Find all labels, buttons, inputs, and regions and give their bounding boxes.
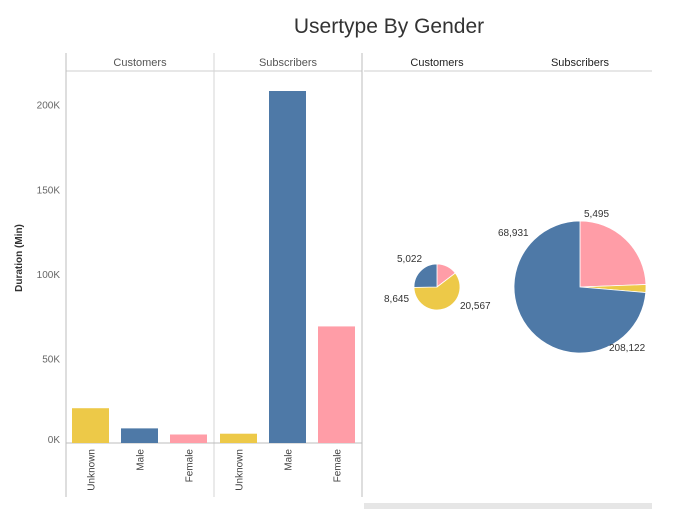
x-tick-label: Unknown (235, 449, 246, 491)
pie-value-label: 5,022 (397, 254, 422, 265)
bar-panel-header-subscribers: Subscribers (259, 57, 318, 69)
pie-slice-subscribers-female[interactable] (579, 220, 647, 288)
x-axis-categories: Unknown Male Female Unknown Male Female (87, 449, 344, 491)
pie-value-label: 8,645 (384, 294, 409, 305)
y-axis-ticks: 0K 50K 100K 150K 200K (37, 101, 61, 446)
y-tick-label: 200K (37, 101, 61, 112)
y-tick-label: 0K (48, 435, 61, 446)
scrollbar-track[interactable] (364, 503, 652, 509)
pie-labels: 20,567 8,645 5,022 5,495 208,122 68,931 (384, 209, 646, 354)
pie-value-label: 68,931 (498, 228, 529, 239)
bar-panel-header-customers: Customers (113, 57, 167, 69)
x-tick-label: Male (284, 449, 295, 471)
bar-subscribers-unknown[interactable] (220, 433, 257, 443)
pie-marks (413, 220, 647, 354)
y-tick-label: 50K (42, 354, 60, 365)
pie-value-label: 5,495 (584, 209, 609, 220)
pie-chart: Customers Subscribers 20,567 8,645 5,022 5,… (364, 57, 652, 509)
pie-value-label: 20,567 (460, 301, 491, 312)
bar-chart: Customers Subscribers Duration (Min) 0K 5… (14, 53, 363, 497)
pie-value-label: 208,122 (609, 343, 646, 354)
y-axis-label: Duration (Min) (14, 224, 25, 292)
x-tick-label: Female (185, 449, 196, 483)
pie-panel-header-customers: Customers (410, 57, 464, 69)
pie-slice-customers-unknown[interactable] (413, 272, 461, 311)
bar-marks (72, 91, 355, 443)
pie-panel-header-subscribers: Subscribers (551, 57, 610, 69)
bar-customers-unknown[interactable] (72, 408, 109, 443)
chart-title: Usertype By Gender (294, 15, 484, 38)
bar-customers-male[interactable] (121, 428, 158, 443)
y-tick-label: 150K (37, 185, 61, 196)
x-tick-label: Male (136, 449, 147, 471)
x-tick-label: Female (333, 449, 344, 483)
pie-slice-subscribers-male[interactable] (513, 220, 647, 354)
pie-frame (364, 70, 652, 509)
bar-customers-female[interactable] (170, 434, 207, 443)
bar-frame (65, 53, 363, 497)
y-tick-label: 100K (37, 270, 61, 281)
x-tick-label: Unknown (87, 449, 98, 491)
bar-subscribers-male[interactable] (269, 91, 306, 443)
bar-subscribers-female[interactable] (318, 326, 355, 443)
pie-slice-customers-male[interactable] (413, 263, 438, 288)
